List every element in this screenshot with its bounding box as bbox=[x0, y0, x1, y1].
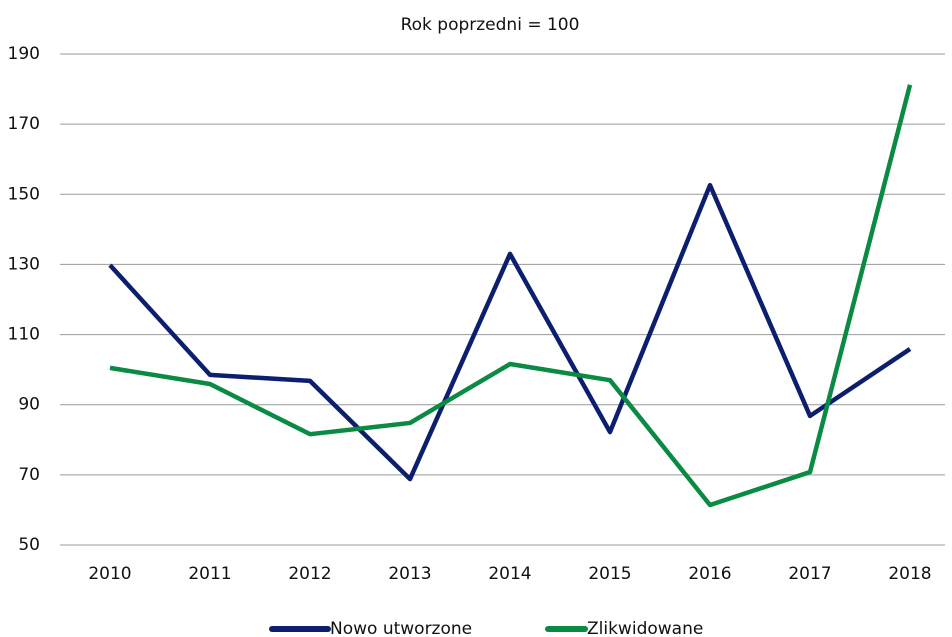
x-tick-label: 2011 bbox=[188, 564, 231, 584]
y-tick-label: 150 bbox=[8, 184, 40, 204]
y-tick-label: 130 bbox=[8, 254, 40, 274]
x-tick-label: 2015 bbox=[588, 564, 631, 584]
line-series bbox=[109, 84, 913, 508]
x-tick-label: 2012 bbox=[288, 564, 331, 584]
y-tick-label: 90 bbox=[18, 395, 40, 415]
chart-title: Rok poprzedni = 100 bbox=[401, 15, 580, 35]
y-tick-label: 50 bbox=[18, 535, 40, 555]
y-tick-label: 110 bbox=[8, 325, 40, 345]
x-tick-label: 2018 bbox=[888, 564, 931, 584]
line-series bbox=[108, 182, 912, 482]
x-tick-label: 2010 bbox=[88, 564, 131, 584]
y-tick-label: 170 bbox=[8, 114, 40, 134]
x-tick-label: 2017 bbox=[788, 564, 831, 584]
x-tick-label: 2016 bbox=[688, 564, 731, 584]
y-tick-label: 70 bbox=[18, 465, 40, 485]
y-tick-label: 190 bbox=[8, 44, 40, 64]
legend-label: Zlikwidowane bbox=[587, 619, 703, 637]
legend-label: Nowo utworzone bbox=[330, 619, 472, 637]
x-tick-label: 2013 bbox=[388, 564, 431, 584]
x-tick-label: 2014 bbox=[488, 564, 531, 584]
